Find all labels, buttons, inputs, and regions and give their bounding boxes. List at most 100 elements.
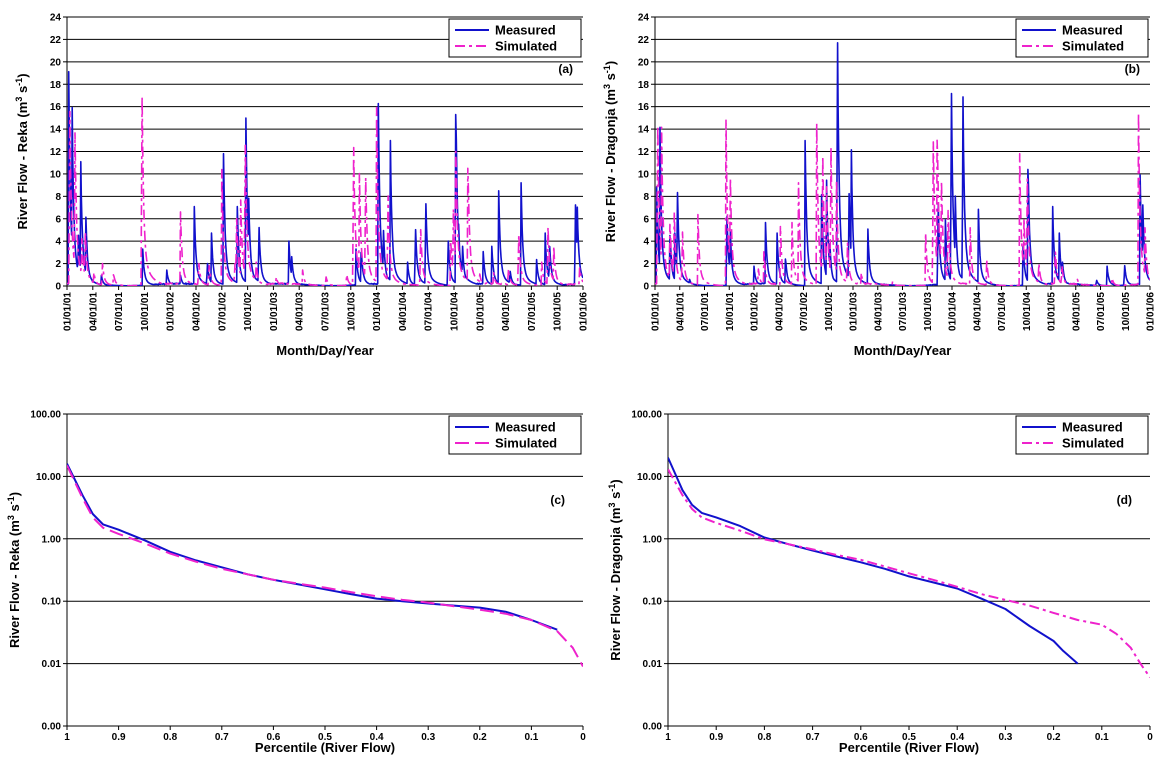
x-tick-label: 10/01/01 [725,292,736,331]
x-tick-label: 04/01/01 [88,292,99,331]
legend-label: Measured [495,420,556,435]
x-tick-label: 07/01/02 [799,292,810,331]
x-axis-title: Percentile (River Flow) [255,740,395,755]
x-tick-label: 07/01/03 [321,292,332,331]
y-tick-label: 2 [55,259,61,270]
y-axis-title-part: ) [7,492,22,496]
x-tick-label: 0 [1147,732,1153,743]
y-axis-title-part: s [608,492,623,503]
x-tick-label: 1 [665,732,671,743]
y-axis-title-part: ) [15,73,30,77]
y-tick-label: 12 [638,147,650,158]
y-tick-label: 4 [55,237,61,248]
plot-area [67,70,583,286]
x-axis-title: Month/Day/Year [276,343,374,358]
y-axis-title-part: s [15,86,30,97]
x-tick-label: 1 [64,732,70,743]
y-tick-label: 10.00 [637,472,662,483]
series-line-simulated [668,468,1150,678]
legend-box [448,18,582,58]
x-tick-label: 01/01/02 [750,292,761,331]
y-tick-label: 14 [638,125,650,136]
x-tick-label: 04/01/02 [774,292,785,331]
x-tick-label: 0.7 [806,732,820,743]
x-tick-label: 07/01/01 [700,292,711,331]
x-tick-label: 07/01/05 [1096,292,1107,331]
x-axis-title: Percentile (River Flow) [839,740,979,755]
panel-label: (d) [1117,493,1132,507]
x-tick-label: 0.4 [370,732,384,743]
y-tick-label: 6 [643,214,649,225]
x-tick-label: 10/01/02 [824,292,835,331]
y-axis-title-part: ) [608,479,623,483]
y-tick-label: 18 [638,80,650,91]
x-tick-label: 01/01/01 [63,292,74,331]
x-tick-label: 04/01/01 [675,292,686,331]
y-tick-label: 18 [50,80,62,91]
x-tick-label: 01/01/04 [948,292,959,331]
y-axis-title-superscript: 3 [6,515,16,520]
x-tick-label: 01/01/06 [579,292,590,331]
y-axis-title-part: s [603,73,618,84]
y-tick-label: 100.00 [631,410,662,421]
y-axis-title: River Flow - Reka (m3 s-1) [14,73,30,229]
y-tick-label: 14 [50,125,62,136]
x-tick-label: 04/01/05 [1071,292,1082,331]
y-axis-title-superscript: 3 [14,97,24,102]
y-tick-label: 10.00 [36,472,61,483]
x-tick-label: 07/01/01 [114,292,125,331]
y-tick-label: 22 [638,35,650,46]
y-axis-title-superscript: -1 [607,484,617,492]
y-axis-title-superscript: 3 [607,503,617,508]
x-tick-label: 10/01/05 [1121,292,1132,331]
y-tick-label: 12 [50,147,62,158]
x-tick-label: 10/01/03 [923,292,934,331]
x-tick-label: 0.9 [112,732,126,743]
y-axis-title-part: ) [603,61,618,65]
y-tick-label: 1.00 [42,534,62,545]
x-tick-label: 0.1 [1095,732,1109,743]
y-tick-label: 16 [638,102,650,113]
x-tick-label: 0.4 [950,732,964,743]
y-tick-label: 22 [50,35,62,46]
y-tick-label: 6 [55,214,61,225]
y-tick-label: 4 [643,237,649,248]
plot-area [67,463,583,667]
legend-label: Measured [495,23,556,38]
y-axis-title-part: River Flow - Dragonja (m [603,89,618,242]
x-tick-label: 0.2 [1047,732,1061,743]
y-tick-label: 1.00 [643,534,663,545]
y-tick-label: 0 [643,282,649,293]
legend-box [1015,18,1149,58]
y-tick-label: 16 [50,102,62,113]
x-tick-label: 01/01/03 [849,292,860,331]
y-tick-label: 8 [55,192,61,203]
legend-label: Simulated [1062,39,1124,54]
x-tick-label: 0.6 [266,732,280,743]
x-tick-label: 10/01/05 [553,292,564,331]
y-tick-label: 2 [643,259,649,270]
x-tick-label: 0 [580,732,586,743]
y-tick-label: 10 [638,169,650,180]
x-tick-label: 01/01/02 [166,292,177,331]
y-tick-label: 0.00 [643,722,663,733]
legend-label: Simulated [1062,436,1124,451]
plot-area [668,457,1150,678]
x-tick-label: 0.2 [473,732,487,743]
x-tick-label: 10/01/01 [140,292,151,331]
y-tick-label: 8 [643,192,649,203]
y-tick-label: 0 [55,282,61,293]
y-axis-title-part: s [7,504,22,515]
y-axis-title-superscript: -1 [602,65,612,73]
x-tick-label: 04/01/02 [192,292,203,331]
y-tick-label: 24 [638,13,650,24]
x-tick-label: 01/01/04 [372,292,383,331]
legend-label: Measured [1062,420,1123,435]
x-tick-label: 04/01/04 [398,292,409,331]
